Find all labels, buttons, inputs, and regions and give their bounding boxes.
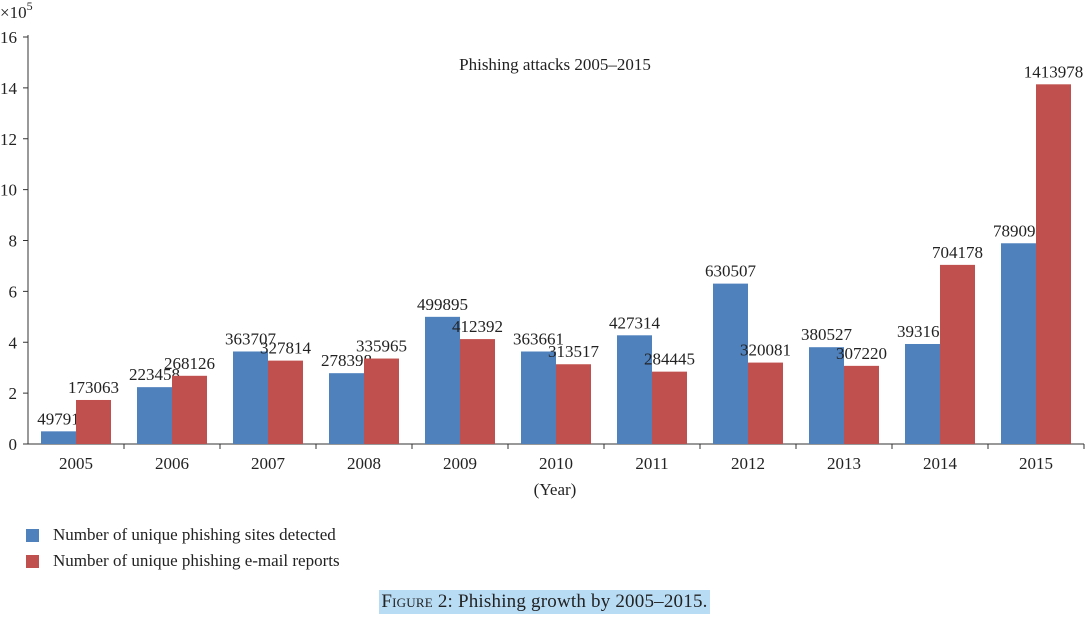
data-label-emails: 327814 [260,339,312,358]
data-label-sites: 363661 [513,329,564,348]
bar-sites [41,431,76,444]
x-tick-label: 2010 [539,454,573,473]
bar-sites [905,343,940,444]
figure-caption-end: . [702,591,708,612]
y-tick-label: 16 [0,28,17,47]
data-label-sites: 278398 [321,351,372,370]
y-tick-label: 6 [9,282,18,301]
data-label-sites: 630507 [705,262,757,281]
legend-swatch-emails [26,554,39,568]
data-label-emails: 313517 [548,342,600,361]
data-label-sites: 223458 [129,365,180,384]
bar-emails [460,339,495,444]
data-label-emails: 268126 [164,354,215,373]
x-tick-label: 2012 [731,454,765,473]
legend-label-emails: Number of unique phishing e-mail reports [53,551,340,570]
bar-emails [364,358,399,444]
bar-sites [233,351,268,444]
x-tick-label: 2006 [155,454,189,473]
data-label-emails: 320081 [740,341,791,360]
chart-title: Phishing attacks 2005–2015 [459,55,651,74]
data-label-sites: 789098 [993,221,1044,240]
data-label-emails: 1413978 [1024,62,1084,81]
legend-label-sites: Number of unique phishing sites detected [53,525,336,544]
data-label-emails: 307220 [836,344,887,363]
data-label-sites: 49791 [37,409,80,428]
bar-sites [329,373,364,444]
y-multiplier-exponent: 5 [27,0,33,13]
bar-emails [172,375,207,444]
bar-sites [137,387,172,444]
y-tick-label: 12 [0,130,17,149]
bar-emails [940,264,975,444]
bar-emails [76,399,111,444]
data-label-emails: 173063 [68,378,119,397]
legend-item-sites: Number of unique phishing sites detected [26,522,340,548]
x-tick-label: 2013 [827,454,861,473]
bar-sites [713,283,748,444]
y-tick-label: 2 [9,384,18,403]
y-tick-label: 14 [0,79,18,98]
data-label-sites: 380527 [801,325,853,344]
figure-caption-highlight: Figure 2: Phishing growth by 2005–2015. [379,590,710,614]
x-tick-label: 2005 [59,454,93,473]
figure-caption-text: : Phishing growth by 2005–2015 [447,591,703,612]
bar-emails [844,365,879,444]
data-label-sites: 393160 [897,322,948,341]
legend-swatch-sites [26,528,39,542]
data-label-emails: 412392 [452,317,503,336]
bar-emails [652,371,687,444]
bar-sites [809,347,844,444]
x-axis-label: (Year) [534,480,577,499]
figure-caption: Figure 2: Phishing growth by 2005–2015. [0,590,1089,614]
x-tick-label: 2011 [635,454,668,473]
legend: Number of unique phishing sites detected… [26,522,340,574]
bar-sites [617,335,652,444]
data-label-sites: 499895 [417,295,468,314]
data-label-emails: 284445 [644,350,695,369]
bar-emails [556,364,591,444]
x-tick-label: 2008 [347,454,381,473]
y-tick-label: 0 [9,435,18,454]
bar-sites [1001,243,1036,444]
data-label-sites: 363707 [225,329,277,348]
bar-emails [748,362,783,444]
bar-sites [521,351,556,444]
x-tick-label: 2015 [1019,454,1053,473]
y-multiplier-label: ×105 [0,0,33,22]
y-tick-label: 10 [0,181,17,200]
y-tick-label: 4 [9,333,18,352]
x-tick-label: 2009 [443,454,477,473]
bar-emails [1036,84,1071,445]
phishing-bar-chart: 0 2 4 6 8 10 12 14 16 ×105 Phishing attacks 2005–2… [0,0,1085,499]
figure-caption-label: Figure 2 [381,591,448,612]
bar-emails [268,360,303,444]
x-tick-label: 2007 [251,454,286,473]
data-label-sites: 427314 [609,313,661,332]
data-label-emails: 335965 [356,337,407,356]
legend-item-emails: Number of unique phishing e-mail reports [26,548,340,574]
data-label-emails: 704178 [932,243,983,262]
y-tick-label: 8 [9,232,18,251]
x-tick-label: 2014 [923,454,958,473]
bar-sites [425,316,460,444]
